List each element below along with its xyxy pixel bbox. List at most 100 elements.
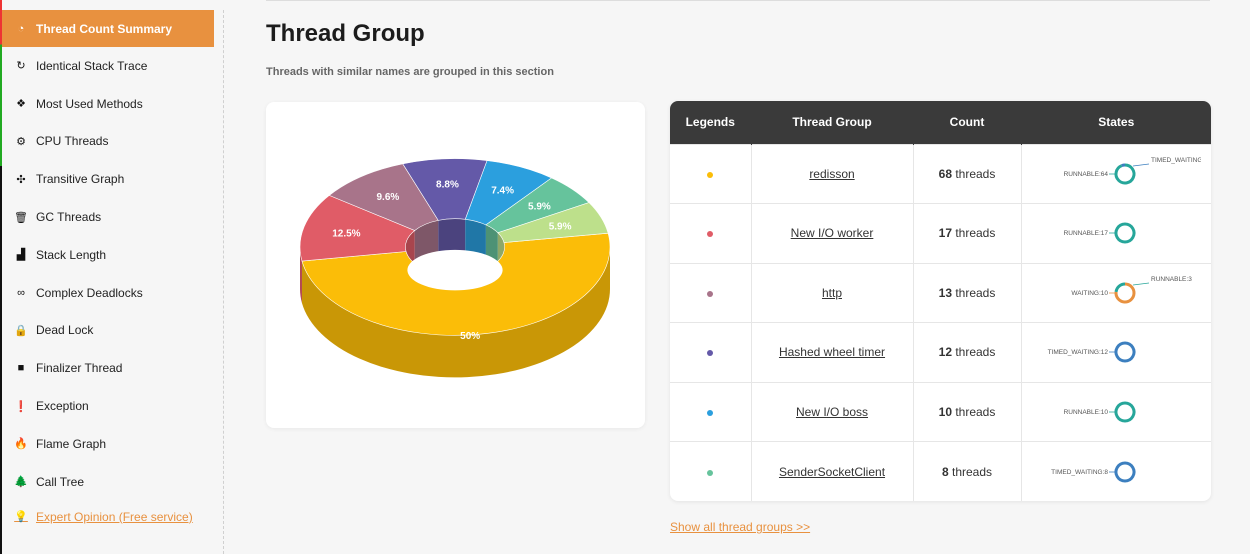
sidebar-item-flame-graph[interactable]: 🔥 Flame Graph bbox=[2, 425, 214, 463]
donut-slice-label: 50% bbox=[460, 331, 480, 342]
legend-cell bbox=[670, 203, 751, 263]
thread-group-link[interactable]: SenderSocketClient bbox=[778, 464, 886, 479]
sidebar: ◔ Thread Count Summary ↻ Identical Stack Tr… bbox=[2, 10, 214, 533]
count-unit: threads bbox=[952, 404, 996, 419]
state-arc bbox=[1114, 282, 1126, 293]
count-unit: threads bbox=[952, 345, 996, 360]
state-mini-chart: WAITING:10 RUNNABLE:3 bbox=[1072, 276, 1192, 304]
sidebar-item-label: CPU Threads bbox=[36, 134, 109, 149]
thread-group-donut-chart: 50% 12.5% 9.6% 8.8% 7.4% 5.9% 5.9% bbox=[299, 158, 611, 378]
header-count: Count bbox=[912, 101, 1021, 144]
count-value: 8 bbox=[941, 464, 949, 479]
thread-group-link[interactable]: New I/O worker bbox=[790, 226, 874, 241]
sidebar-divider bbox=[223, 10, 224, 554]
thread-group-link[interactable]: http bbox=[821, 285, 842, 300]
thread-group-link[interactable]: Hashed wheel timer bbox=[778, 345, 886, 360]
state-arc bbox=[1114, 282, 1136, 304]
state-arc bbox=[1114, 222, 1136, 244]
sidebar-item-cpu-threads[interactable]: ⚙ CPU Threads bbox=[2, 123, 214, 161]
state-arc bbox=[1121, 163, 1126, 167]
count-cell: 12 threads bbox=[912, 322, 1021, 382]
sidebar-item-identical-stack-trace[interactable]: ↻ Identical Stack Trace bbox=[2, 47, 214, 85]
sidebar-item-label: Flame Graph bbox=[36, 436, 107, 451]
sidebar-item-exception[interactable]: ❗ Exception bbox=[2, 387, 214, 425]
legend-dot bbox=[707, 290, 714, 297]
sidebar-item-label: Dead Lock bbox=[36, 323, 94, 338]
lock-icon: 🔒 bbox=[14, 324, 28, 337]
sidebar-item-thread-count-summary[interactable]: ◔ Thread Count Summary bbox=[2, 10, 214, 47]
table-row: http 13 threads WAITING:10 RUNNABLE:3 bbox=[670, 262, 1211, 323]
state-mini-chart: RUNNABLE:10 bbox=[1064, 401, 1136, 423]
refresh-icon: ↻ bbox=[16, 60, 26, 73]
states-cell: RUNNABLE:17 bbox=[1020, 203, 1211, 263]
legend-dot bbox=[707, 469, 714, 476]
table-row: SenderSocketClient 8 threads TIMED_WAITI… bbox=[670, 441, 1211, 501]
count-unit: threads bbox=[948, 464, 993, 479]
count-unit: threads bbox=[952, 285, 996, 300]
sidebar-item-label: Identical Stack Trace bbox=[36, 58, 148, 73]
count-unit: threads bbox=[952, 226, 996, 241]
states-cell: TIMED_WAITING:8 bbox=[1020, 441, 1211, 501]
graph-icon: ✣ bbox=[16, 173, 26, 186]
thread-group-link[interactable]: New I/O boss bbox=[795, 404, 869, 419]
group-name-cell: http bbox=[750, 262, 913, 323]
show-all-thread-groups-link[interactable]: Show all thread groups >> bbox=[670, 520, 811, 534]
legend-cell bbox=[670, 143, 751, 204]
state-label: TIMED_WAITING:8 bbox=[1051, 469, 1108, 476]
legend-cell bbox=[670, 381, 751, 442]
cubes-icon: ❖ bbox=[16, 98, 26, 111]
thread-group-table: Legends Thread Group Count States rediss… bbox=[670, 101, 1211, 501]
dashboard-icon: ◔ bbox=[17, 22, 25, 35]
group-name-cell: redisson bbox=[750, 143, 913, 204]
state-mini-chart: RUNNABLE:64 TIMED_WAITING:4 bbox=[1064, 157, 1201, 185]
sidebar-item-call-tree[interactable]: 🌲 Call Tree bbox=[2, 463, 214, 501]
header-thread-group: Thread Group bbox=[750, 101, 913, 144]
sidebar-item-transitive-graph[interactable]: ✣ Transitive Graph bbox=[2, 160, 214, 198]
trash-icon: 🗑 bbox=[14, 211, 28, 224]
sidebar-item-label: Finalizer Thread bbox=[36, 361, 123, 376]
sidebar-item-gc-threads[interactable]: 🗑 GC Threads bbox=[2, 198, 214, 236]
sidebar-item-label: Most Used Methods bbox=[36, 96, 143, 111]
sidebar-item-complex-deadlocks[interactable]: ∞ Complex Deadlocks bbox=[2, 274, 214, 312]
donut-slice[interactable] bbox=[497, 202, 609, 243]
sidebar-item-finalizer-thread[interactable]: ■ Finalizer Thread bbox=[2, 349, 214, 387]
state-mini-chart: TIMED_WAITING:12 bbox=[1048, 341, 1136, 363]
donut-side-wall bbox=[300, 247, 302, 304]
group-name-cell: New I/O worker bbox=[750, 203, 913, 263]
legend-dot bbox=[707, 231, 714, 238]
count-value: 17 bbox=[938, 226, 952, 241]
count-cell: 13 threads bbox=[912, 262, 1021, 323]
gears-icon: ⚙ bbox=[16, 135, 26, 148]
sidebar-item-expert-opinion[interactable]: 💡 Expert Opinion (Free service) bbox=[2, 501, 214, 533]
state-label: RUNNABLE:3 bbox=[1151, 276, 1192, 283]
state-arc bbox=[1114, 341, 1136, 363]
state-mini-chart: RUNNABLE:17 bbox=[1064, 222, 1136, 244]
legend-cell bbox=[670, 441, 751, 501]
sidebar-item-dead-lock[interactable]: 🔒 Dead Lock bbox=[2, 312, 214, 350]
sidebar-item-label: Transitive Graph bbox=[36, 172, 125, 187]
states-cell: RUNNABLE:10 bbox=[1020, 381, 1211, 442]
donut-slice-label: 7.4% bbox=[491, 185, 514, 196]
count-value: 68 bbox=[938, 166, 952, 181]
sidebar-item-stack-length[interactable]: ▟ Stack Length bbox=[2, 236, 214, 274]
state-arc bbox=[1114, 163, 1136, 185]
window-edge bbox=[0, 0, 2, 554]
state-label: WAITING:10 bbox=[1072, 290, 1109, 297]
count-unit: threads bbox=[952, 166, 996, 181]
state-leader-line bbox=[1133, 282, 1150, 286]
exclamation-icon: ❗ bbox=[14, 400, 28, 413]
count-value: 12 bbox=[938, 345, 952, 360]
sidebar-item-most-used-methods[interactable]: ❖ Most Used Methods bbox=[2, 85, 214, 123]
state-label: TIMED_WAITING:4 bbox=[1151, 157, 1201, 164]
table-row: New I/O boss 10 threads RUNNABLE:10 bbox=[670, 381, 1211, 442]
bar-chart-icon: ▟ bbox=[16, 249, 26, 262]
count-cell: 17 threads bbox=[912, 203, 1021, 263]
donut-slice[interactable] bbox=[299, 195, 416, 262]
top-divider bbox=[266, 0, 1210, 1]
count-cell: 10 threads bbox=[912, 381, 1021, 442]
state-label: TIMED_WAITING:12 bbox=[1048, 349, 1109, 356]
thread-group-link[interactable]: redisson bbox=[809, 166, 855, 181]
tree-icon: 🌲 bbox=[14, 476, 28, 489]
states-cell: RUNNABLE:64 TIMED_WAITING:4 bbox=[1020, 143, 1211, 204]
link-icon: ∞ bbox=[17, 286, 25, 299]
